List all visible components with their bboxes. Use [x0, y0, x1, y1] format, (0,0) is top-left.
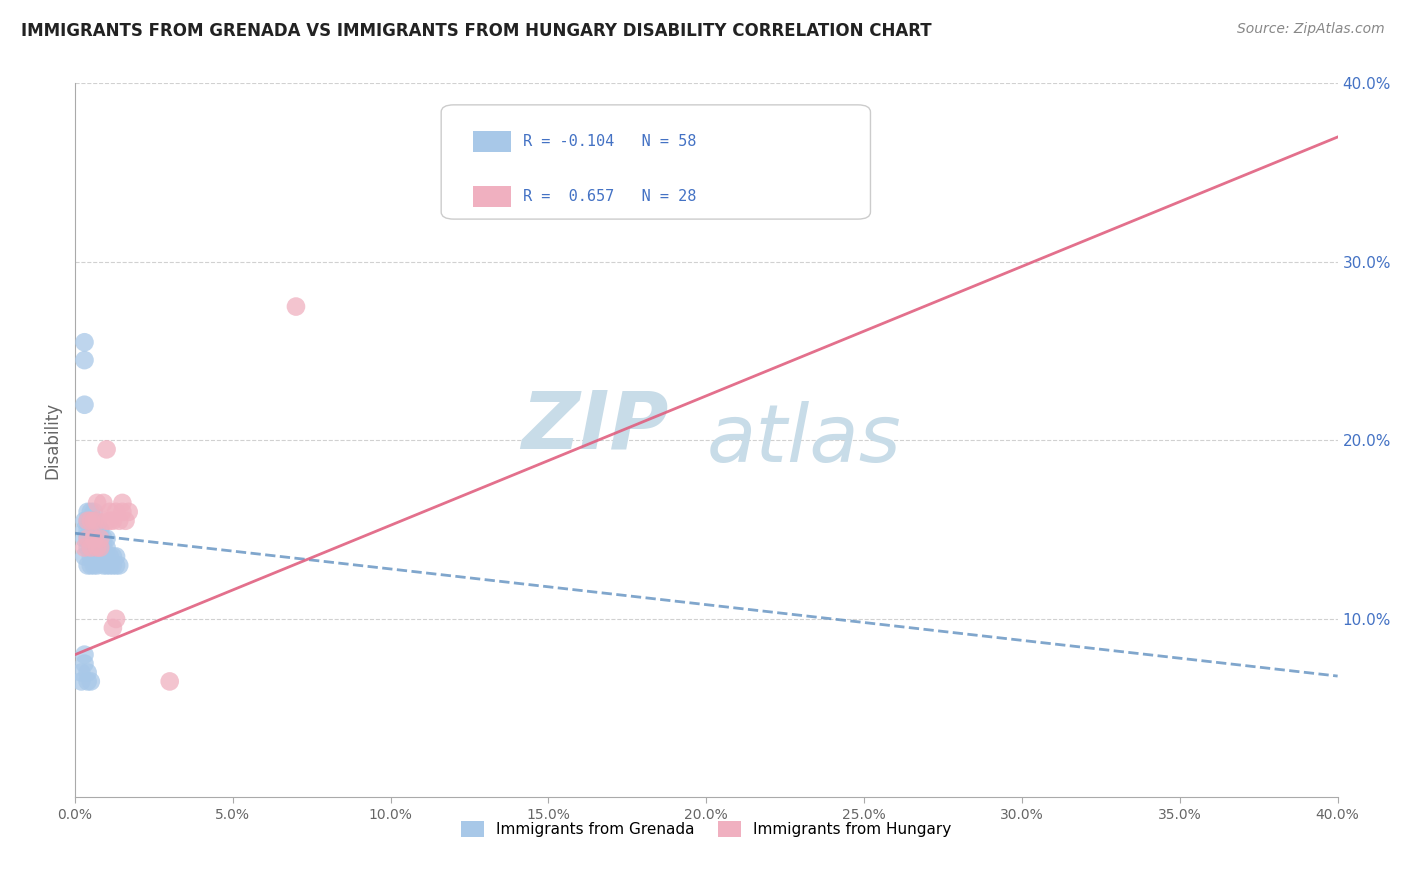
Point [96, 442, 118, 457]
Point [83, 532, 105, 546]
Point [89, 549, 111, 564]
Point [83, 558, 105, 573]
Point [73, 648, 96, 662]
Text: IMMIGRANTS FROM GRENADA VS IMMIGRANTS FROM HUNGARY DISABILITY CORRELATION CHART: IMMIGRANTS FROM GRENADA VS IMMIGRANTS FR… [21, 22, 932, 40]
Point [118, 505, 141, 519]
Point [93, 558, 115, 573]
Point [86, 532, 108, 546]
Point [76, 532, 98, 546]
Point [83, 514, 105, 528]
Point [76, 523, 98, 537]
Point [73, 353, 96, 368]
Point [159, 674, 181, 689]
Point [76, 558, 98, 573]
Point [89, 541, 111, 555]
Point [101, 549, 124, 564]
Point [86, 558, 108, 573]
Point [111, 496, 134, 510]
Text: R =  0.657   N = 28: R = 0.657 N = 28 [523, 189, 696, 203]
Point [86, 541, 108, 555]
Point [76, 665, 98, 680]
Point [83, 514, 105, 528]
Point [76, 541, 98, 555]
Point [80, 523, 103, 537]
Point [73, 549, 96, 564]
Point [73, 532, 96, 546]
Point [80, 514, 103, 528]
Point [73, 523, 96, 537]
Point [83, 505, 105, 519]
Point [93, 496, 115, 510]
Point [105, 505, 128, 519]
Point [89, 532, 111, 546]
Point [108, 514, 131, 528]
Point [96, 558, 118, 573]
Point [76, 674, 98, 689]
Point [73, 398, 96, 412]
Point [86, 549, 108, 564]
Point [76, 532, 98, 546]
Point [80, 541, 103, 555]
Point [96, 532, 118, 546]
Point [76, 505, 98, 519]
Point [101, 621, 124, 635]
Point [73, 541, 96, 555]
Point [89, 541, 111, 555]
Point [98, 558, 121, 573]
Point [83, 523, 105, 537]
Point [80, 532, 103, 546]
Point [76, 514, 98, 528]
Point [105, 612, 128, 626]
Text: Source: ZipAtlas.com: Source: ZipAtlas.com [1237, 22, 1385, 37]
Point [80, 674, 103, 689]
Y-axis label: Disability: Disability [44, 402, 60, 479]
Point [80, 541, 103, 555]
Point [108, 558, 131, 573]
Point [86, 523, 108, 537]
Point [86, 541, 108, 555]
Point [86, 496, 108, 510]
Point [80, 558, 103, 573]
Point [105, 558, 128, 573]
Point [114, 514, 136, 528]
Point [93, 549, 115, 564]
Point [111, 505, 134, 519]
Point [89, 523, 111, 537]
Point [83, 532, 105, 546]
Point [105, 549, 128, 564]
Point [73, 335, 96, 350]
Point [83, 541, 105, 555]
Point [89, 532, 111, 546]
Point [80, 505, 103, 519]
Point [96, 541, 118, 555]
Text: atlas: atlas [706, 401, 901, 479]
Legend: Immigrants from Grenada, Immigrants from Hungary: Immigrants from Grenada, Immigrants from… [456, 815, 957, 843]
Text: ZIP: ZIP [522, 387, 668, 465]
Point [76, 514, 98, 528]
Text: R = -0.104   N = 58: R = -0.104 N = 58 [523, 134, 696, 149]
Point [285, 300, 308, 314]
Point [86, 514, 108, 528]
Point [98, 505, 121, 519]
Point [101, 558, 124, 573]
Point [93, 541, 115, 555]
Point [73, 514, 96, 528]
Point [80, 549, 103, 564]
Point [96, 549, 118, 564]
Point [70, 674, 93, 689]
Point [98, 549, 121, 564]
FancyBboxPatch shape [472, 186, 510, 207]
Point [70, 665, 93, 680]
Point [96, 514, 118, 528]
Point [83, 549, 105, 564]
Point [80, 514, 103, 528]
Point [101, 514, 124, 528]
FancyBboxPatch shape [472, 130, 510, 152]
Point [98, 514, 121, 528]
FancyBboxPatch shape [441, 105, 870, 219]
Point [93, 532, 115, 546]
Point [73, 657, 96, 671]
